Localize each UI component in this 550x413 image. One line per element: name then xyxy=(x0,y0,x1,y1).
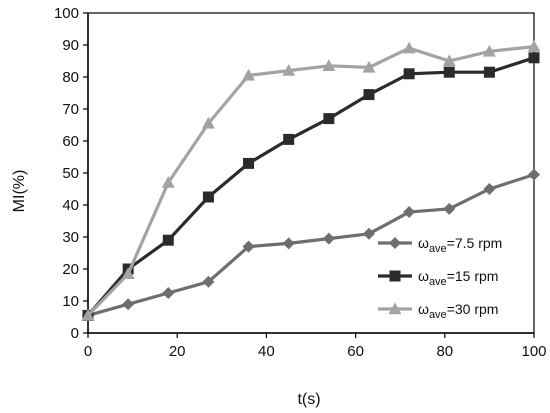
legend-label: ωave=15 rpm xyxy=(418,268,498,288)
legend-marker xyxy=(389,270,401,282)
data-point xyxy=(242,68,256,81)
data-point xyxy=(442,54,456,67)
y-tick-label: 100 xyxy=(54,5,79,22)
y-tick-label: 90 xyxy=(62,37,79,54)
y-tick-label: 30 xyxy=(62,229,79,246)
legend-symbol: ω xyxy=(418,301,429,317)
series-1 xyxy=(82,168,540,322)
legend-marker xyxy=(388,302,402,315)
data-point xyxy=(403,68,415,80)
data-point xyxy=(483,66,495,78)
legend-rest: =7.5 rpm xyxy=(447,235,503,251)
data-point xyxy=(443,66,455,78)
data-point xyxy=(81,308,95,321)
data-point xyxy=(201,116,215,129)
y-tick-label: 70 xyxy=(62,101,79,118)
axes: 0 10 20 30 40 50 60 70 80 90 100 0 20 40 60 80 100 xyxy=(54,5,547,360)
legend-entry: ωave=15 rpm xyxy=(378,268,498,288)
legend-label: ωave=7.5 rpm xyxy=(418,235,502,255)
data-point xyxy=(483,183,496,195)
legend-subscript: ave xyxy=(429,243,447,255)
x-tick-label: 100 xyxy=(521,343,546,360)
legend-subscript: ave xyxy=(429,276,447,288)
series-line xyxy=(86,173,536,317)
series-group xyxy=(81,40,541,322)
data-point xyxy=(322,59,336,71)
data-point xyxy=(403,206,416,219)
data-point xyxy=(242,240,255,253)
legend-symbol: ω xyxy=(418,268,429,284)
data-point xyxy=(402,41,416,54)
legend-label: ωave=30 rpm xyxy=(418,301,498,321)
data-point xyxy=(121,267,135,279)
x-axis-title: t(s) xyxy=(297,391,320,408)
data-point xyxy=(282,64,296,76)
data-point xyxy=(443,202,456,215)
data-point xyxy=(362,60,376,73)
plot-frame xyxy=(87,12,535,334)
x-tick-label: 40 xyxy=(258,343,275,360)
y-tick-label: 80 xyxy=(62,69,79,86)
y-tick-label: 60 xyxy=(62,133,79,150)
legend-entry: ωave=30 rpm xyxy=(378,301,498,321)
data-point xyxy=(161,176,175,188)
y-tick-label: 0 xyxy=(71,325,79,342)
x-tick-label: 60 xyxy=(347,343,364,360)
x-tick-label: 80 xyxy=(436,343,453,360)
data-point xyxy=(202,275,215,288)
y-tick-label: 10 xyxy=(62,293,79,310)
data-point xyxy=(282,237,295,250)
legend-symbol: ω xyxy=(418,235,429,251)
x-tick-label: 20 xyxy=(169,343,186,360)
x-tick-label: 0 xyxy=(84,343,92,360)
data-point xyxy=(362,227,375,240)
legend-subscript: ave xyxy=(429,309,447,321)
data-point xyxy=(162,234,174,246)
series-3 xyxy=(81,40,541,321)
y-axis-title: MI(%) xyxy=(11,170,28,213)
y-tick-label: 40 xyxy=(62,197,79,214)
legend-rest: =30 rpm xyxy=(447,301,499,317)
data-point xyxy=(527,40,541,52)
data-point xyxy=(528,52,540,64)
legend-entry: ωave=7.5 rpm xyxy=(378,235,502,255)
y-tick-label: 50 xyxy=(62,165,79,182)
data-point xyxy=(283,133,295,145)
data-point xyxy=(322,232,335,245)
data-point xyxy=(528,168,540,181)
legend-rest: =15 rpm xyxy=(447,268,499,284)
data-point xyxy=(122,298,135,311)
data-point xyxy=(162,287,175,299)
series-line xyxy=(86,44,536,317)
y-tick-label: 20 xyxy=(62,261,79,278)
data-point xyxy=(323,113,335,125)
data-point xyxy=(202,191,214,203)
data-point xyxy=(243,157,255,169)
data-point xyxy=(482,44,496,57)
series-line xyxy=(86,56,536,317)
data-point xyxy=(363,89,375,101)
legend-marker xyxy=(389,237,401,249)
